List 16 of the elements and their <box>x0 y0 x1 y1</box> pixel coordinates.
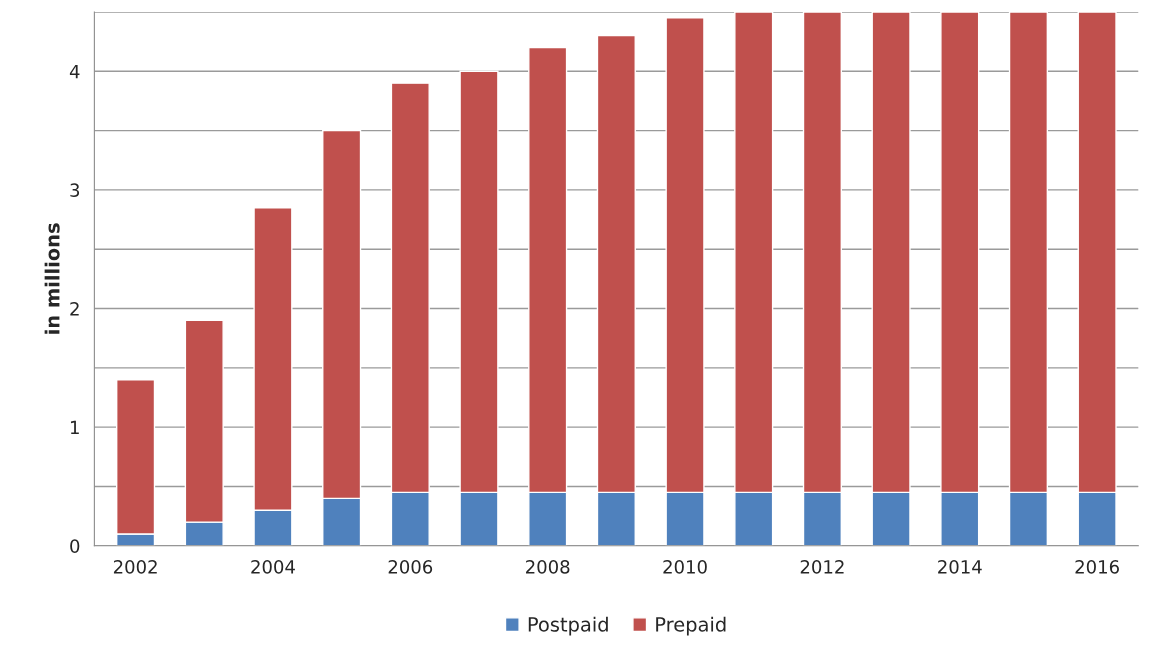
x-tick-label: 2002 <box>113 560 157 574</box>
x-tick-label: 2008 <box>526 560 570 574</box>
y-tick-label: 2 <box>70 302 79 316</box>
x-tick-label: 2010 <box>663 560 707 574</box>
y-tick-label: 3 <box>70 183 80 198</box>
y-tick-label: 0 <box>70 539 80 553</box>
y-tick-label: 4 <box>69 64 80 79</box>
y-tick-label: 1 <box>70 420 79 435</box>
x-tick-label: 2012 <box>800 560 844 574</box>
x-tick-label: 2006 <box>388 560 433 574</box>
y-axis-title: in millions <box>44 223 60 334</box>
legend-label: Postpaid <box>528 616 608 636</box>
x-tick-label: 2004 <box>251 560 295 574</box>
x-tick-label: 2016 <box>1075 560 1119 574</box>
x-tick-label: 2014 <box>938 560 982 574</box>
legend-label: Prepaid <box>656 616 726 636</box>
